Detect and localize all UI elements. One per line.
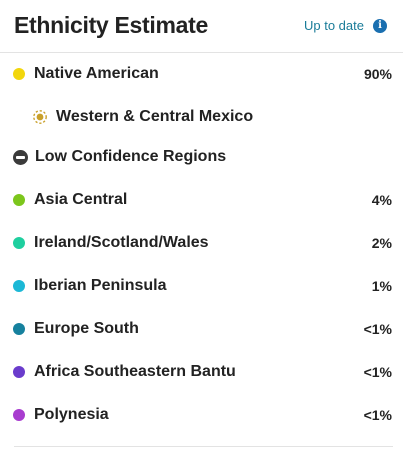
region-name: Ireland/Scotland/Wales [34, 234, 209, 251]
subregion-row-western-central-mexico[interactable]: Western & Central Mexico [0, 102, 403, 132]
region-color-dot [13, 237, 25, 249]
region-row-polynesia[interactable]: Polynesia <1% [0, 400, 403, 430]
region-row-iberian-peninsula[interactable]: Iberian Peninsula 1% [0, 271, 403, 301]
region-percent: 1% [371, 278, 392, 294]
region-name: Europe South [34, 320, 139, 337]
region-name: Asia Central [34, 191, 128, 208]
minus-circle-icon [13, 149, 28, 165]
region-percent: 90% [363, 66, 392, 82]
region-percent: <1% [363, 407, 392, 423]
region-color-dot [13, 409, 25, 421]
status-label[interactable]: Up to date [304, 18, 364, 33]
region-color-dot [13, 366, 25, 378]
region-color-dot [13, 280, 25, 292]
info-icon[interactable]: i [373, 18, 387, 33]
region-percent: <1% [363, 364, 392, 380]
region-percent: 2% [371, 235, 392, 251]
region-name: Polynesia [34, 406, 109, 423]
region-color-dot [13, 68, 25, 80]
region-color-dot [13, 194, 25, 206]
region-percent: <1% [363, 321, 392, 337]
low-confidence-label: Low Confidence Regions [35, 148, 227, 165]
region-row-europe-south[interactable]: Europe South <1% [0, 314, 403, 344]
community-icon [33, 110, 47, 124]
panel-header: Ethnicity Estimate Up to date i [0, 0, 403, 53]
region-row-ireland-scotland-wales[interactable]: Ireland/Scotland/Wales 2% [0, 228, 403, 258]
page-title: Ethnicity Estimate [14, 12, 208, 38]
subregion-name: Western & Central Mexico [56, 108, 254, 125]
status-link[interactable]: Up to date i [304, 18, 387, 33]
region-percent: 4% [371, 192, 392, 208]
low-confidence-header: Low Confidence Regions [0, 142, 403, 172]
region-row-native-american[interactable]: Native American 90% [0, 59, 403, 89]
region-name: Africa Southeastern Bantu [34, 363, 236, 380]
region-color-dot [13, 323, 25, 335]
region-name: Iberian Peninsula [34, 277, 167, 294]
divider [14, 446, 393, 447]
region-name: Native American [34, 65, 159, 82]
region-row-asia-central[interactable]: Asia Central 4% [0, 185, 403, 215]
region-row-africa-southeastern-bantu[interactable]: Africa Southeastern Bantu <1% [0, 357, 403, 387]
